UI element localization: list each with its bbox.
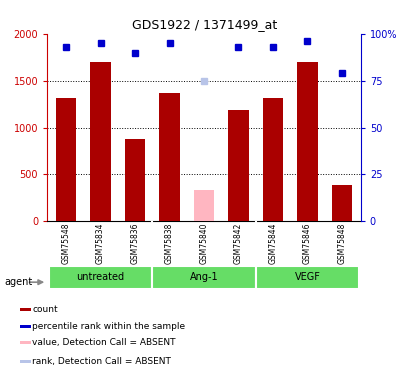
Bar (227, 110, 248, 221)
Bar (331, 185, 351, 221)
Bar (20, 341, 31, 344)
Text: Ang-1: Ang-1 (189, 272, 218, 282)
Text: GSM75834: GSM75834 (96, 222, 105, 264)
Bar (20, 308, 31, 311)
Bar (193, 190, 214, 221)
Text: GSM75844: GSM75844 (268, 222, 277, 264)
FancyBboxPatch shape (255, 266, 358, 290)
Text: GSM75548: GSM75548 (61, 222, 70, 264)
Text: GSM75838: GSM75838 (164, 222, 173, 264)
Bar (90, 62, 111, 221)
Text: untreated: untreated (76, 272, 124, 282)
Bar (296, 62, 317, 221)
Text: GSM75836: GSM75836 (130, 222, 139, 264)
Text: GSM75848: GSM75848 (337, 222, 346, 264)
Text: VEGF: VEGF (294, 272, 319, 282)
Bar (159, 93, 180, 221)
FancyBboxPatch shape (152, 266, 255, 290)
Text: rank, Detection Call = ABSENT: rank, Detection Call = ABSENT (32, 357, 171, 366)
FancyBboxPatch shape (49, 266, 152, 290)
Bar (56, 99, 76, 221)
Bar (20, 324, 31, 328)
Text: GDS1922 / 1371499_at: GDS1922 / 1371499_at (132, 18, 277, 31)
Bar (20, 360, 31, 363)
Bar (124, 139, 145, 221)
Text: GSM75842: GSM75842 (234, 222, 243, 264)
Text: GSM75840: GSM75840 (199, 222, 208, 264)
Text: percentile rank within the sample: percentile rank within the sample (32, 322, 185, 331)
Text: agent: agent (4, 278, 32, 287)
Text: GSM75846: GSM75846 (302, 222, 311, 264)
Bar (262, 99, 283, 221)
Text: count: count (32, 305, 58, 314)
Text: value, Detection Call = ABSENT: value, Detection Call = ABSENT (32, 338, 175, 347)
